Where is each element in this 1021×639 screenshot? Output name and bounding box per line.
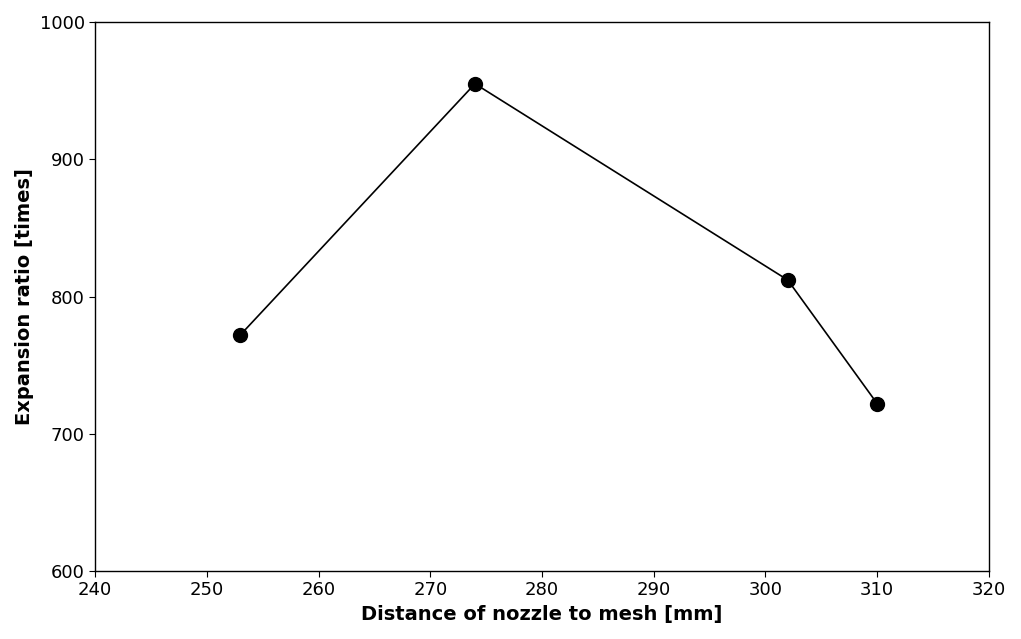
Y-axis label: Expansion ratio [times]: Expansion ratio [times]	[15, 168, 34, 425]
X-axis label: Distance of nozzle to mesh [mm]: Distance of nozzle to mesh [mm]	[361, 605, 723, 624]
